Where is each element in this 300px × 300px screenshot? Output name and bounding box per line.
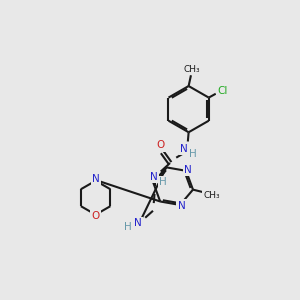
- Text: Cl: Cl: [218, 86, 228, 96]
- Text: O: O: [157, 140, 165, 150]
- Text: H: H: [124, 222, 132, 232]
- Text: N: N: [92, 174, 100, 184]
- Text: CH₃: CH₃: [203, 190, 220, 200]
- Text: O: O: [92, 211, 100, 221]
- Text: N: N: [134, 218, 142, 228]
- Text: N: N: [178, 201, 185, 211]
- Text: N: N: [184, 165, 191, 175]
- Text: H: H: [189, 149, 197, 159]
- Text: CH₃: CH₃: [183, 64, 200, 74]
- Text: N: N: [150, 172, 158, 182]
- Text: H: H: [159, 177, 167, 187]
- Text: N: N: [180, 144, 188, 154]
